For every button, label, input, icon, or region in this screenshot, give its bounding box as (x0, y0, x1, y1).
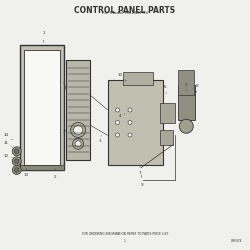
Text: 7: 7 (139, 165, 141, 174)
Text: For Model RM288PXV: For Model RM288PXV (102, 11, 148, 15)
Bar (24, 50, 60, 165)
Text: 4: 4 (119, 114, 125, 118)
Circle shape (12, 157, 21, 166)
Circle shape (12, 147, 21, 156)
Bar (178, 85, 195, 120)
Circle shape (128, 120, 132, 124)
Text: 2: 2 (54, 169, 56, 179)
Text: 12: 12 (4, 154, 12, 158)
Bar (160, 130, 172, 145)
Circle shape (128, 133, 132, 137)
Circle shape (75, 141, 81, 147)
Text: 13: 13 (24, 169, 29, 177)
Text: 6: 6 (164, 86, 166, 94)
Circle shape (179, 119, 193, 133)
Bar (66, 60, 90, 160)
Circle shape (128, 108, 132, 112)
Text: CONTROL PANEL PARTS: CONTROL PANEL PARTS (74, 6, 176, 15)
Text: 5: 5 (185, 83, 188, 91)
Circle shape (116, 108, 119, 112)
Circle shape (71, 122, 86, 138)
Text: 9: 9 (141, 175, 144, 187)
Text: 14: 14 (4, 133, 12, 140)
Text: 3: 3 (99, 135, 101, 143)
Text: 8: 8 (196, 84, 199, 92)
Bar (20, 165, 64, 170)
Circle shape (14, 168, 19, 172)
Bar (122, 72, 152, 85)
Circle shape (72, 138, 84, 149)
Circle shape (116, 120, 119, 124)
Text: 10: 10 (118, 73, 126, 81)
Circle shape (74, 126, 82, 134)
Text: 1: 1 (42, 30, 45, 42)
Bar (160, 102, 175, 122)
Text: FOR ORDERING INFORMATION REFER TO PARTS PRICE LIST: FOR ORDERING INFORMATION REFER TO PARTS … (82, 232, 168, 236)
Text: 1: 1 (124, 238, 126, 242)
Text: 11: 11 (4, 140, 12, 147)
Bar (20, 45, 64, 170)
Bar (178, 70, 194, 95)
Text: W8/474: W8/474 (231, 238, 242, 242)
Bar (108, 80, 162, 165)
Circle shape (14, 149, 19, 154)
Circle shape (12, 166, 21, 174)
Circle shape (14, 159, 19, 164)
Circle shape (116, 133, 119, 137)
